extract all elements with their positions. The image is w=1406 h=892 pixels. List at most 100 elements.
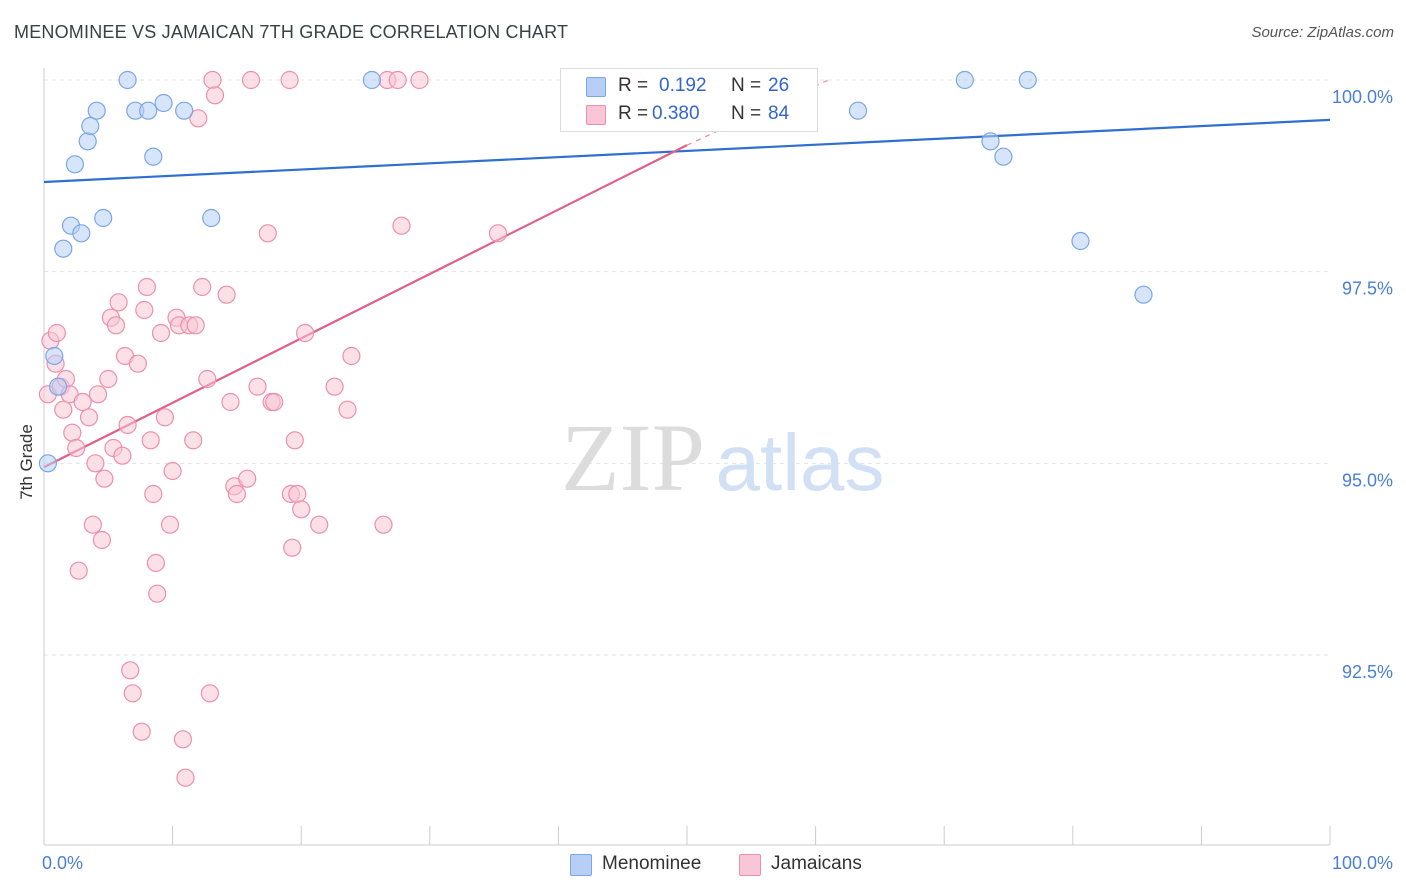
point-jamaicans bbox=[296, 323, 315, 343]
point-menominee bbox=[48, 377, 68, 396]
point-jamaicans bbox=[86, 454, 105, 473]
point-jamaicans bbox=[285, 431, 304, 450]
point-menominee bbox=[848, 101, 868, 120]
point-jamaicans bbox=[113, 446, 132, 465]
point-jamaicans bbox=[109, 293, 128, 312]
point-menominee bbox=[1018, 70, 1037, 90]
point-menominee bbox=[78, 132, 97, 151]
point-jamaicans bbox=[186, 316, 205, 335]
y-axis-label: 7th Grade bbox=[17, 424, 36, 500]
point-jamaicans bbox=[160, 515, 180, 534]
y-tick-label: 97.5% bbox=[1342, 279, 1393, 299]
point-jamaicans bbox=[325, 377, 344, 396]
legend-swatch-menominee bbox=[586, 77, 606, 97]
point-jamaicans bbox=[135, 300, 154, 320]
point-menominee bbox=[175, 101, 194, 120]
point-jamaicans bbox=[227, 484, 246, 504]
point-jamaicans bbox=[173, 730, 192, 749]
point-jamaicans bbox=[95, 469, 114, 488]
y-tick-label: 92.5% bbox=[1342, 662, 1393, 682]
point-jamaicans bbox=[217, 285, 236, 304]
point-jamaicans bbox=[258, 224, 277, 243]
point-menominee bbox=[1134, 285, 1153, 304]
point-jamaicans bbox=[184, 431, 203, 450]
point-jamaicans bbox=[151, 323, 171, 343]
point-jamaicans bbox=[248, 377, 267, 396]
point-jamaicans bbox=[163, 461, 182, 481]
point-menominee bbox=[202, 208, 221, 228]
point-jamaicans bbox=[88, 385, 108, 404]
point-jamaicans bbox=[288, 484, 307, 504]
point-jamaicans bbox=[79, 408, 99, 427]
point-jamaicans bbox=[388, 70, 407, 90]
point-jamaicans bbox=[106, 316, 126, 335]
point-menominee bbox=[1071, 231, 1090, 251]
point-menominee bbox=[994, 147, 1013, 166]
point-jamaicans bbox=[137, 277, 156, 297]
point-jamaicans bbox=[132, 722, 151, 741]
bottom-legend-label-menominee: Menominee bbox=[602, 853, 702, 874]
point-jamaicans bbox=[283, 538, 302, 557]
point-menominee bbox=[72, 224, 91, 243]
y-tick-label: 95.0% bbox=[1342, 470, 1393, 490]
point-menominee bbox=[54, 239, 73, 258]
data-points bbox=[38, 70, 1153, 787]
trend-line-jamaicans bbox=[43, 144, 688, 469]
gridlines bbox=[44, 79, 1330, 656]
watermark-zip: ZIP bbox=[561, 404, 705, 511]
x-tick-label: 0.0% bbox=[42, 853, 83, 873]
point-jamaicans bbox=[205, 86, 225, 105]
point-jamaicans bbox=[123, 684, 142, 703]
point-jamaicans bbox=[141, 431, 160, 450]
point-menominee bbox=[65, 155, 85, 174]
point-jamaicans bbox=[144, 484, 163, 504]
legend-swatch-jamaicans bbox=[586, 105, 606, 125]
point-jamaicans bbox=[392, 216, 411, 235]
legend-n-label: N = bbox=[731, 75, 762, 96]
chart-title: MENOMINEE VS JAMAICAN 7TH GRADE CORRELAT… bbox=[14, 22, 569, 42]
point-menominee bbox=[81, 116, 100, 136]
point-jamaicans bbox=[292, 500, 311, 519]
point-jamaicans bbox=[63, 423, 82, 442]
point-jamaicans bbox=[83, 515, 103, 534]
point-jamaicans bbox=[410, 70, 429, 90]
point-jamaicans bbox=[118, 415, 137, 435]
point-jamaicans bbox=[146, 553, 165, 573]
tick-labels: 100.0% 97.5% 95.0% 92.5% 0.0% 100.0% bbox=[42, 87, 1393, 873]
point-jamaicans bbox=[221, 392, 240, 412]
point-jamaicans bbox=[200, 684, 219, 703]
point-jamaicans bbox=[47, 323, 67, 343]
point-jamaicans bbox=[238, 469, 257, 488]
trend-line-menominee bbox=[43, 118, 1331, 184]
point-menominee bbox=[38, 454, 58, 473]
point-menominee bbox=[981, 132, 1000, 151]
point-menominee bbox=[87, 101, 106, 120]
trend-lines bbox=[43, 79, 1331, 469]
point-menominee bbox=[118, 70, 137, 90]
point-jamaicans bbox=[189, 109, 208, 128]
point-jamaicans bbox=[310, 515, 329, 534]
watermark-atlas: atlas bbox=[716, 418, 885, 507]
point-jamaicans bbox=[342, 346, 361, 366]
legend-n-value: 26 bbox=[768, 75, 790, 96]
bottom-legend-swatch-jamaicans bbox=[739, 854, 761, 876]
point-jamaicans bbox=[338, 400, 357, 419]
point-menominee bbox=[154, 93, 173, 113]
legend-r-value: 0.192 bbox=[659, 75, 707, 96]
legend-n-value: 84 bbox=[768, 103, 790, 124]
legend-r-label: R = bbox=[618, 75, 649, 96]
point-jamaicans bbox=[69, 561, 88, 580]
point-jamaicans bbox=[54, 400, 73, 419]
watermark: ZIP atlas bbox=[561, 404, 884, 511]
point-jamaicans bbox=[176, 768, 195, 787]
point-jamaicans bbox=[148, 584, 167, 603]
point-menominee bbox=[45, 346, 64, 366]
point-jamaicans bbox=[99, 369, 118, 389]
source-label: Source: ZipAtlas.com bbox=[1251, 24, 1394, 41]
point-menominee bbox=[139, 101, 158, 120]
y-tick-label: 100.0% bbox=[1332, 87, 1393, 107]
point-jamaicans bbox=[67, 438, 86, 458]
bottom-legend-swatch-menominee bbox=[570, 854, 592, 876]
point-jamaicans bbox=[73, 392, 92, 412]
